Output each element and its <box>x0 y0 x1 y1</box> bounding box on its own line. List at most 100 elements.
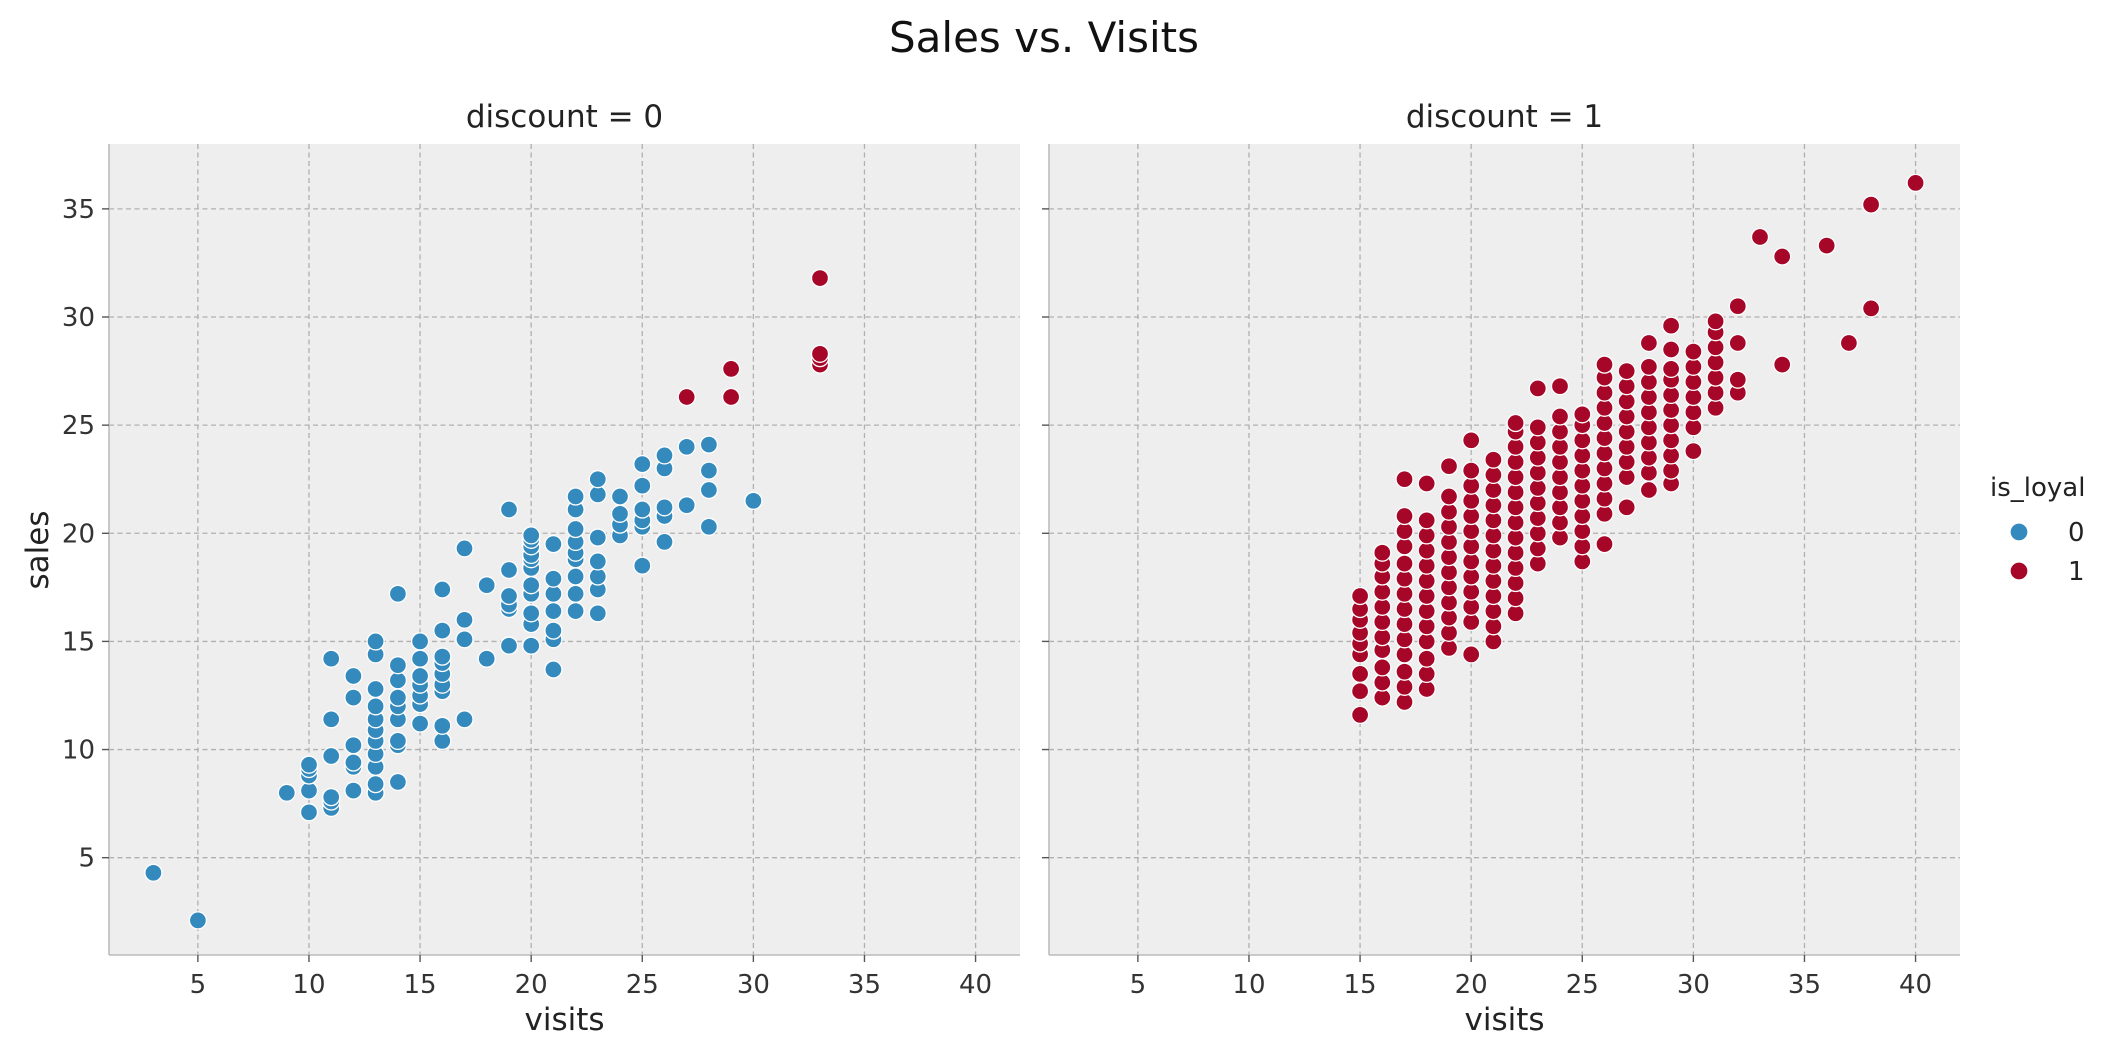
scatter-point-loyal-0 <box>544 569 563 588</box>
scatter-point-loyal-0 <box>544 660 563 679</box>
scatter-point-loyal-1 <box>1661 359 1681 379</box>
scatter-point-loyal-0 <box>588 552 607 571</box>
scatter-point-loyal-0 <box>455 610 474 629</box>
scatter-point-loyal-0 <box>566 567 585 586</box>
scatter-point-loyal-1 <box>1350 586 1370 606</box>
scatter-point-loyal-1 <box>1573 431 1592 450</box>
scatter-point-loyal-1 <box>1373 658 1392 677</box>
scatter-point-loyal-1 <box>1395 537 1414 556</box>
scatter-point-loyal-1 <box>1462 612 1481 632</box>
y-tick-label: 30 <box>62 303 95 333</box>
scatter-point-loyal-1 <box>1439 593 1459 612</box>
scatter-point-loyal-0 <box>655 498 674 517</box>
scatter-point-loyal-0 <box>499 500 519 519</box>
scatter-point-loyal-1 <box>1484 541 1503 560</box>
scatter-point-loyal-0 <box>699 435 719 454</box>
scatter-point-loyal-0 <box>277 783 296 802</box>
scatter-point-loyal-1 <box>1550 513 1570 532</box>
x-tick-label: 35 <box>1788 970 1821 1000</box>
legend-item-0: 0 <box>2009 518 2085 548</box>
scatter-point-loyal-0 <box>633 500 652 519</box>
scatter-point-loyal-1 <box>1439 638 1459 658</box>
scatter-point-loyal-0 <box>388 656 408 675</box>
scatter-point-loyal-0 <box>344 781 363 800</box>
facet-discount-1: 5 10 15 20 25 30 35 40 discount = 1 visits <box>1042 99 1960 1038</box>
scatter-point-loyal-1 <box>810 268 830 288</box>
scatter-point-loyal-1 <box>1550 407 1570 426</box>
scatter-point-loyal-0 <box>455 630 474 649</box>
scatter-point-loyal-0 <box>588 470 607 489</box>
scatter-point-loyal-1 <box>1661 461 1681 480</box>
scatter-point-loyal-1 <box>1573 506 1592 526</box>
scatter-point-loyal-1 <box>1506 558 1525 578</box>
scatter-point-loyal-1 <box>1484 450 1503 469</box>
scatter-point-loyal-1 <box>1617 498 1636 517</box>
scatter-point-loyal-1 <box>677 387 696 407</box>
scatter-point-loyal-0 <box>344 736 363 755</box>
scatter-point-loyal-0 <box>677 496 696 515</box>
scatter-point-loyal-0 <box>433 580 452 599</box>
scatter-point-loyal-1 <box>1728 370 1747 389</box>
scatter-point-loyal-0 <box>566 519 585 539</box>
scatter-point-loyal-1 <box>1439 623 1459 642</box>
scatter-point-loyal-1 <box>1417 664 1436 684</box>
x-axis-label: visits <box>524 1002 604 1038</box>
scatter-point-loyal-1 <box>1595 534 1614 554</box>
scatter-point-loyal-1 <box>1573 461 1592 480</box>
scatter-point-loyal-1 <box>1728 297 1747 316</box>
scatter-point-loyal-1 <box>1373 582 1392 601</box>
scatter-point-loyal-1 <box>1395 506 1414 526</box>
legend-title: is_loyal <box>1990 473 2085 503</box>
scatter-point-loyal-0 <box>588 528 607 547</box>
scatter-point-loyal-1 <box>1439 563 1459 582</box>
scatter-point-loyal-1 <box>1528 539 1547 558</box>
scatter-point-loyal-0 <box>388 731 408 751</box>
scatter-point-loyal-1 <box>1595 489 1614 508</box>
scatter-point-loyal-1 <box>1395 630 1414 649</box>
scatter-point-loyal-0 <box>566 601 585 621</box>
scatter-point-loyal-1 <box>721 387 741 407</box>
y-axis-label: sales <box>20 511 56 590</box>
scatter-point-loyal-1 <box>1639 403 1659 422</box>
scatter-point-loyal-1 <box>1595 355 1614 374</box>
scatter-point-loyal-1 <box>1350 664 1370 684</box>
scatter-points <box>1350 173 1925 725</box>
x-tick-label: 10 <box>292 970 325 1000</box>
scatter-point-loyal-1 <box>1373 543 1392 562</box>
scatter-point-loyal-1 <box>1750 227 1770 247</box>
facet-title: discount = 0 <box>466 99 663 135</box>
y-tick-label: 20 <box>62 519 95 549</box>
scatter-point-loyal-0 <box>344 666 363 686</box>
y-tick-label: 10 <box>62 736 95 766</box>
scatter-point-loyal-1 <box>1462 461 1481 480</box>
scatter-point-loyal-0 <box>388 688 408 707</box>
scatter-point-loyal-0 <box>477 576 496 595</box>
scatter-point-loyal-0 <box>388 772 408 792</box>
scatter-point-loyal-0 <box>299 755 319 774</box>
scatter-point-loyal-0 <box>633 476 652 495</box>
scatter-point-loyal-1 <box>1439 502 1459 521</box>
scatter-point-loyal-1 <box>1661 431 1681 450</box>
scatter-point-loyal-1 <box>1462 537 1481 556</box>
scatter-point-loyal-1 <box>1661 340 1681 359</box>
scatter-point-loyal-1 <box>1439 457 1459 476</box>
legend-item-1: 1 <box>2009 557 2085 587</box>
scatter-point-loyal-1 <box>1506 467 1525 487</box>
scatter-point-loyal-1 <box>1484 465 1503 485</box>
facet-discount-0: 5 10 15 20 25 30 35 40 5 10 15 20 25 30 35 discount = … <box>62 99 1020 1038</box>
scatter-point-loyal-1 <box>1728 333 1747 353</box>
y-tick-label: 5 <box>78 844 95 874</box>
x-tick-label: 20 <box>1455 970 1488 1000</box>
legend-marker-0 <box>2009 522 2029 542</box>
gridlines <box>109 144 1020 955</box>
x-tick-label: 40 <box>1899 970 1932 1000</box>
facet-title: discount = 1 <box>1406 99 1603 135</box>
legend-label-0: 0 <box>2068 518 2085 548</box>
scatter-point-loyal-1 <box>1639 333 1659 353</box>
plot-background <box>1049 144 1960 955</box>
scatter-point-loyal-0 <box>544 534 563 554</box>
x-tick-label: 35 <box>848 970 881 1000</box>
scatter-point-loyal-1 <box>1528 478 1547 498</box>
scatter-point-loyal-1 <box>1506 413 1525 433</box>
